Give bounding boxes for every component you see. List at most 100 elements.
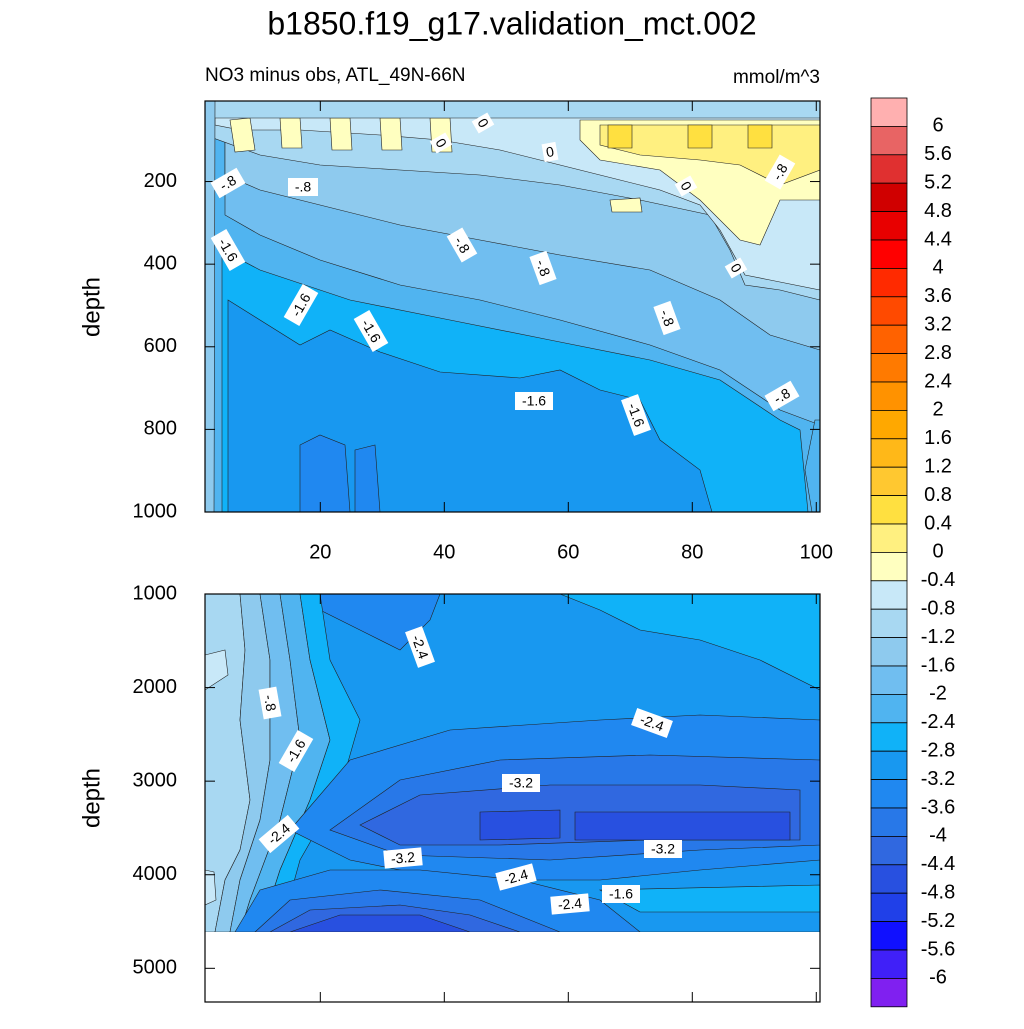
colorbar-label: 4.4	[924, 228, 952, 250]
contour-label: -1.6	[621, 394, 651, 436]
contour-label-box	[405, 626, 435, 668]
colorbar-label: -3.6	[921, 796, 955, 818]
contour-fill	[229, 117, 256, 153]
contour-label: -.8	[288, 178, 318, 196]
colorbar-box	[870, 239, 908, 269]
contour-label-text: -2.4	[557, 895, 583, 913]
contour-label-text: 0	[545, 143, 556, 160]
contour-label-box	[621, 394, 651, 436]
contour-label: 0	[429, 132, 453, 154]
y-tick-label: 1000	[133, 582, 178, 604]
y-tick-label: 2000	[133, 676, 178, 698]
contour-label-box	[674, 175, 698, 197]
colorbar-box	[870, 864, 908, 894]
contour-fill	[299, 434, 351, 513]
contour-label-box	[210, 167, 246, 199]
contour-label: -.8	[210, 167, 246, 199]
colorbar-box	[870, 211, 908, 241]
contour-fill	[227, 299, 713, 513]
no-data-area	[205, 932, 820, 1002]
contour-label: -.8	[529, 250, 557, 286]
contour-label-box	[471, 112, 495, 134]
colorbar-label: 3.2	[924, 313, 952, 335]
chart-title: b1850.f19_g17.validation_mct.002	[267, 5, 756, 41]
colorbar-label: 3.6	[924, 285, 952, 307]
contour-label-box	[278, 730, 314, 772]
contour-label: -3.2	[502, 774, 540, 792]
contour-label-text: -2.4	[502, 866, 530, 888]
contour-fill	[379, 117, 403, 151]
contour-label-text: -1.6	[625, 401, 648, 429]
colorbar-label: -2.4	[921, 711, 955, 733]
colorbar-label: -4	[929, 825, 947, 847]
x-tick-label: 100	[800, 541, 833, 563]
contour-label: -2.4	[405, 626, 435, 668]
colorbar-box	[870, 267, 908, 298]
contour-label-box	[258, 814, 300, 854]
contour-label-box	[602, 885, 640, 903]
colorbar-label: -3.2	[921, 768, 955, 790]
contour-label-text: -.8	[771, 385, 793, 407]
contour-label-text: -3.2	[651, 841, 675, 857]
contour-label-box	[429, 132, 453, 154]
colorbar-box	[870, 949, 908, 979]
contour-label-box	[283, 284, 319, 326]
colorbar-label: 4.8	[924, 200, 952, 222]
contour-fill	[479, 809, 561, 841]
contour-label-box	[541, 141, 559, 163]
colorbar-label: -0.8	[921, 597, 955, 619]
colorbar-box	[870, 182, 908, 212]
contour-fill	[747, 124, 773, 149]
contour-label-box	[653, 300, 681, 336]
contour-label-box	[258, 686, 282, 720]
y-tick-label: 4000	[133, 863, 178, 885]
contour-fill	[204, 100, 216, 513]
colorbar-label: 2	[932, 399, 943, 421]
colorbar-label: 0	[932, 541, 943, 563]
colorbar-label: 4	[932, 257, 943, 279]
y-tick-label: 5000	[133, 957, 178, 979]
contour-label-text: -2.4	[409, 633, 432, 661]
colorbar-box	[870, 324, 908, 355]
colorbar-label: -2.8	[921, 739, 955, 761]
colorbar-box	[870, 637, 908, 667]
contour-label: -.8	[764, 380, 800, 412]
contour-label-box	[724, 257, 748, 279]
contour-label: -2.4	[550, 893, 590, 915]
contour-label-text: -1.6	[609, 886, 633, 902]
colorbar-box	[870, 921, 908, 951]
colorbar-label: 1.6	[924, 427, 952, 449]
colorbar-label: -5.6	[921, 938, 955, 960]
contour-label-box	[383, 847, 423, 869]
y-tick-label: 200	[144, 170, 177, 192]
contour-fill	[687, 124, 713, 149]
contour-label-box	[353, 310, 389, 352]
colorbar-label: -0.4	[921, 569, 955, 591]
colorbar-box	[870, 836, 908, 866]
colorbar-box	[870, 807, 908, 837]
contour-label-text: -.8	[769, 161, 791, 183]
colorbar-box	[870, 892, 908, 923]
colorbar-box	[870, 580, 908, 610]
colorbar-label: -6	[929, 967, 947, 989]
colorbar-box	[870, 523, 908, 553]
colorbar-box	[870, 381, 908, 411]
contour-label: -2.4	[631, 708, 673, 738]
contour-label-box	[446, 227, 478, 263]
x-tick-label: 80	[681, 541, 703, 563]
colorbar-label: -5.2	[921, 910, 955, 932]
y-axis-title: depth	[78, 277, 105, 337]
colorbar-label: 2.4	[924, 370, 952, 392]
contour-label: -.8	[258, 686, 282, 720]
colorbar-label: 1.2	[924, 455, 952, 477]
colorbar-label: 6	[932, 115, 943, 137]
contour-label: -2.4	[495, 863, 537, 891]
plot-frame	[204, 100, 821, 513]
contour-label-box	[764, 380, 800, 412]
y-tick-label: 1000	[133, 500, 178, 522]
colorbar-box	[870, 97, 908, 127]
contour-label: -.8	[764, 154, 796, 190]
contour-label-box	[515, 392, 553, 410]
contour-label-text: -.8	[295, 179, 312, 195]
contour-label-box	[550, 893, 590, 915]
